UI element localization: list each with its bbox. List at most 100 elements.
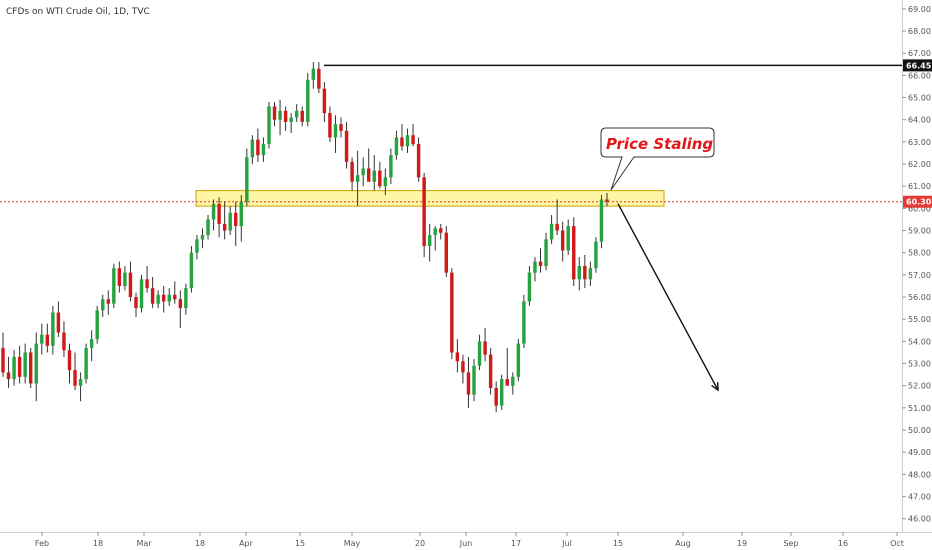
candle-body-up — [40, 334, 44, 344]
candle — [411, 124, 415, 147]
candle — [67, 343, 72, 384]
candle-body-up — [200, 234, 205, 240]
callout: Price Staling — [600, 127, 715, 191]
candle — [483, 328, 487, 362]
candle-body-up — [333, 124, 338, 138]
candle — [477, 334, 482, 371]
candle-body-up — [12, 356, 16, 380]
candle-body-down — [56, 312, 61, 333]
candle-body-down — [344, 130, 349, 162]
candle — [560, 221, 565, 262]
candle-body-up — [294, 110, 299, 118]
current-price-tag-bg — [903, 195, 932, 208]
candle-body-down — [328, 113, 332, 138]
candle-body-up — [533, 261, 537, 273]
x-tick-label: 15 — [295, 539, 305, 548]
candle — [328, 106, 332, 142]
candle — [555, 199, 559, 235]
candle — [333, 115, 338, 153]
candle — [444, 226, 449, 278]
candle-body-down — [67, 350, 72, 371]
candle — [566, 219, 570, 255]
candle — [361, 157, 365, 187]
candle-body-down — [106, 299, 111, 304]
candle — [156, 290, 160, 309]
candle-body-down — [538, 261, 543, 266]
candle-body-down — [572, 226, 576, 280]
candle-body-down — [439, 228, 443, 233]
supply-zone[interactable] — [195, 190, 665, 207]
candle-body-down — [350, 161, 354, 182]
projection-arrow-head — [711, 382, 719, 392]
candle — [139, 274, 144, 313]
x-tick-label: 17 — [511, 539, 521, 548]
candle — [117, 261, 122, 293]
candle-body-down — [555, 223, 559, 231]
x-tick-label: Feb — [35, 539, 49, 548]
candle-body-up — [522, 301, 526, 344]
x-tick-label: 18 — [93, 539, 103, 548]
candle-body-up — [112, 268, 116, 304]
candle — [300, 106, 304, 127]
candle-body-down — [416, 144, 421, 178]
candle-body-down — [256, 139, 260, 156]
candle — [239, 195, 243, 242]
candle — [383, 168, 388, 196]
candle-body-up — [206, 219, 210, 235]
candle — [128, 261, 133, 302]
candle — [40, 323, 44, 355]
candle-body-up — [405, 135, 410, 147]
candle — [355, 150, 360, 207]
x-tick-label: 18 — [195, 539, 205, 548]
candle-body-up — [499, 379, 504, 406]
candle — [184, 283, 188, 315]
candle — [422, 172, 426, 258]
projection-arrow-line[interactable] — [617, 203, 719, 391]
candle — [372, 155, 376, 191]
candle — [6, 356, 11, 388]
candle — [350, 157, 354, 191]
candle — [45, 323, 50, 353]
candle-body-up — [472, 365, 476, 395]
candle-body-up — [389, 155, 393, 178]
candle — [12, 350, 16, 386]
candle — [228, 206, 232, 235]
candle-body-up — [228, 212, 232, 231]
candle-body-down — [466, 372, 471, 395]
candle — [599, 195, 604, 249]
candle — [533, 257, 537, 282]
candle — [95, 305, 99, 344]
candle-body-up — [544, 239, 548, 266]
candle — [488, 348, 493, 395]
candle-body-up — [588, 268, 593, 280]
candle-body-up — [594, 241, 598, 269]
candle — [62, 321, 66, 357]
candle-body-up — [156, 294, 160, 304]
candle-body-down — [483, 341, 487, 355]
candle — [17, 345, 22, 384]
candle — [294, 104, 299, 122]
candle — [494, 381, 498, 413]
candle-body-up — [477, 341, 482, 366]
y-tick-label: 46.00 — [908, 515, 931, 524]
candle-body-up — [511, 376, 515, 386]
x-tick-label: Mar — [136, 539, 152, 548]
x-tick-label: Sep — [783, 539, 798, 548]
candle — [51, 305, 55, 355]
candle-body-down — [322, 88, 327, 114]
candle-body-up — [355, 175, 360, 182]
candle — [256, 128, 260, 162]
candle-body-down — [605, 199, 609, 202]
candle — [28, 348, 33, 388]
candle — [1, 332, 5, 377]
candle — [322, 82, 327, 122]
candle-body-up — [78, 379, 83, 386]
candle-body-down — [422, 177, 426, 247]
candle-body-down — [161, 294, 166, 302]
candle-body-down — [117, 268, 122, 286]
candle — [267, 101, 271, 149]
candle — [538, 248, 543, 273]
candle — [145, 266, 149, 293]
candle-body-up — [372, 170, 376, 182]
